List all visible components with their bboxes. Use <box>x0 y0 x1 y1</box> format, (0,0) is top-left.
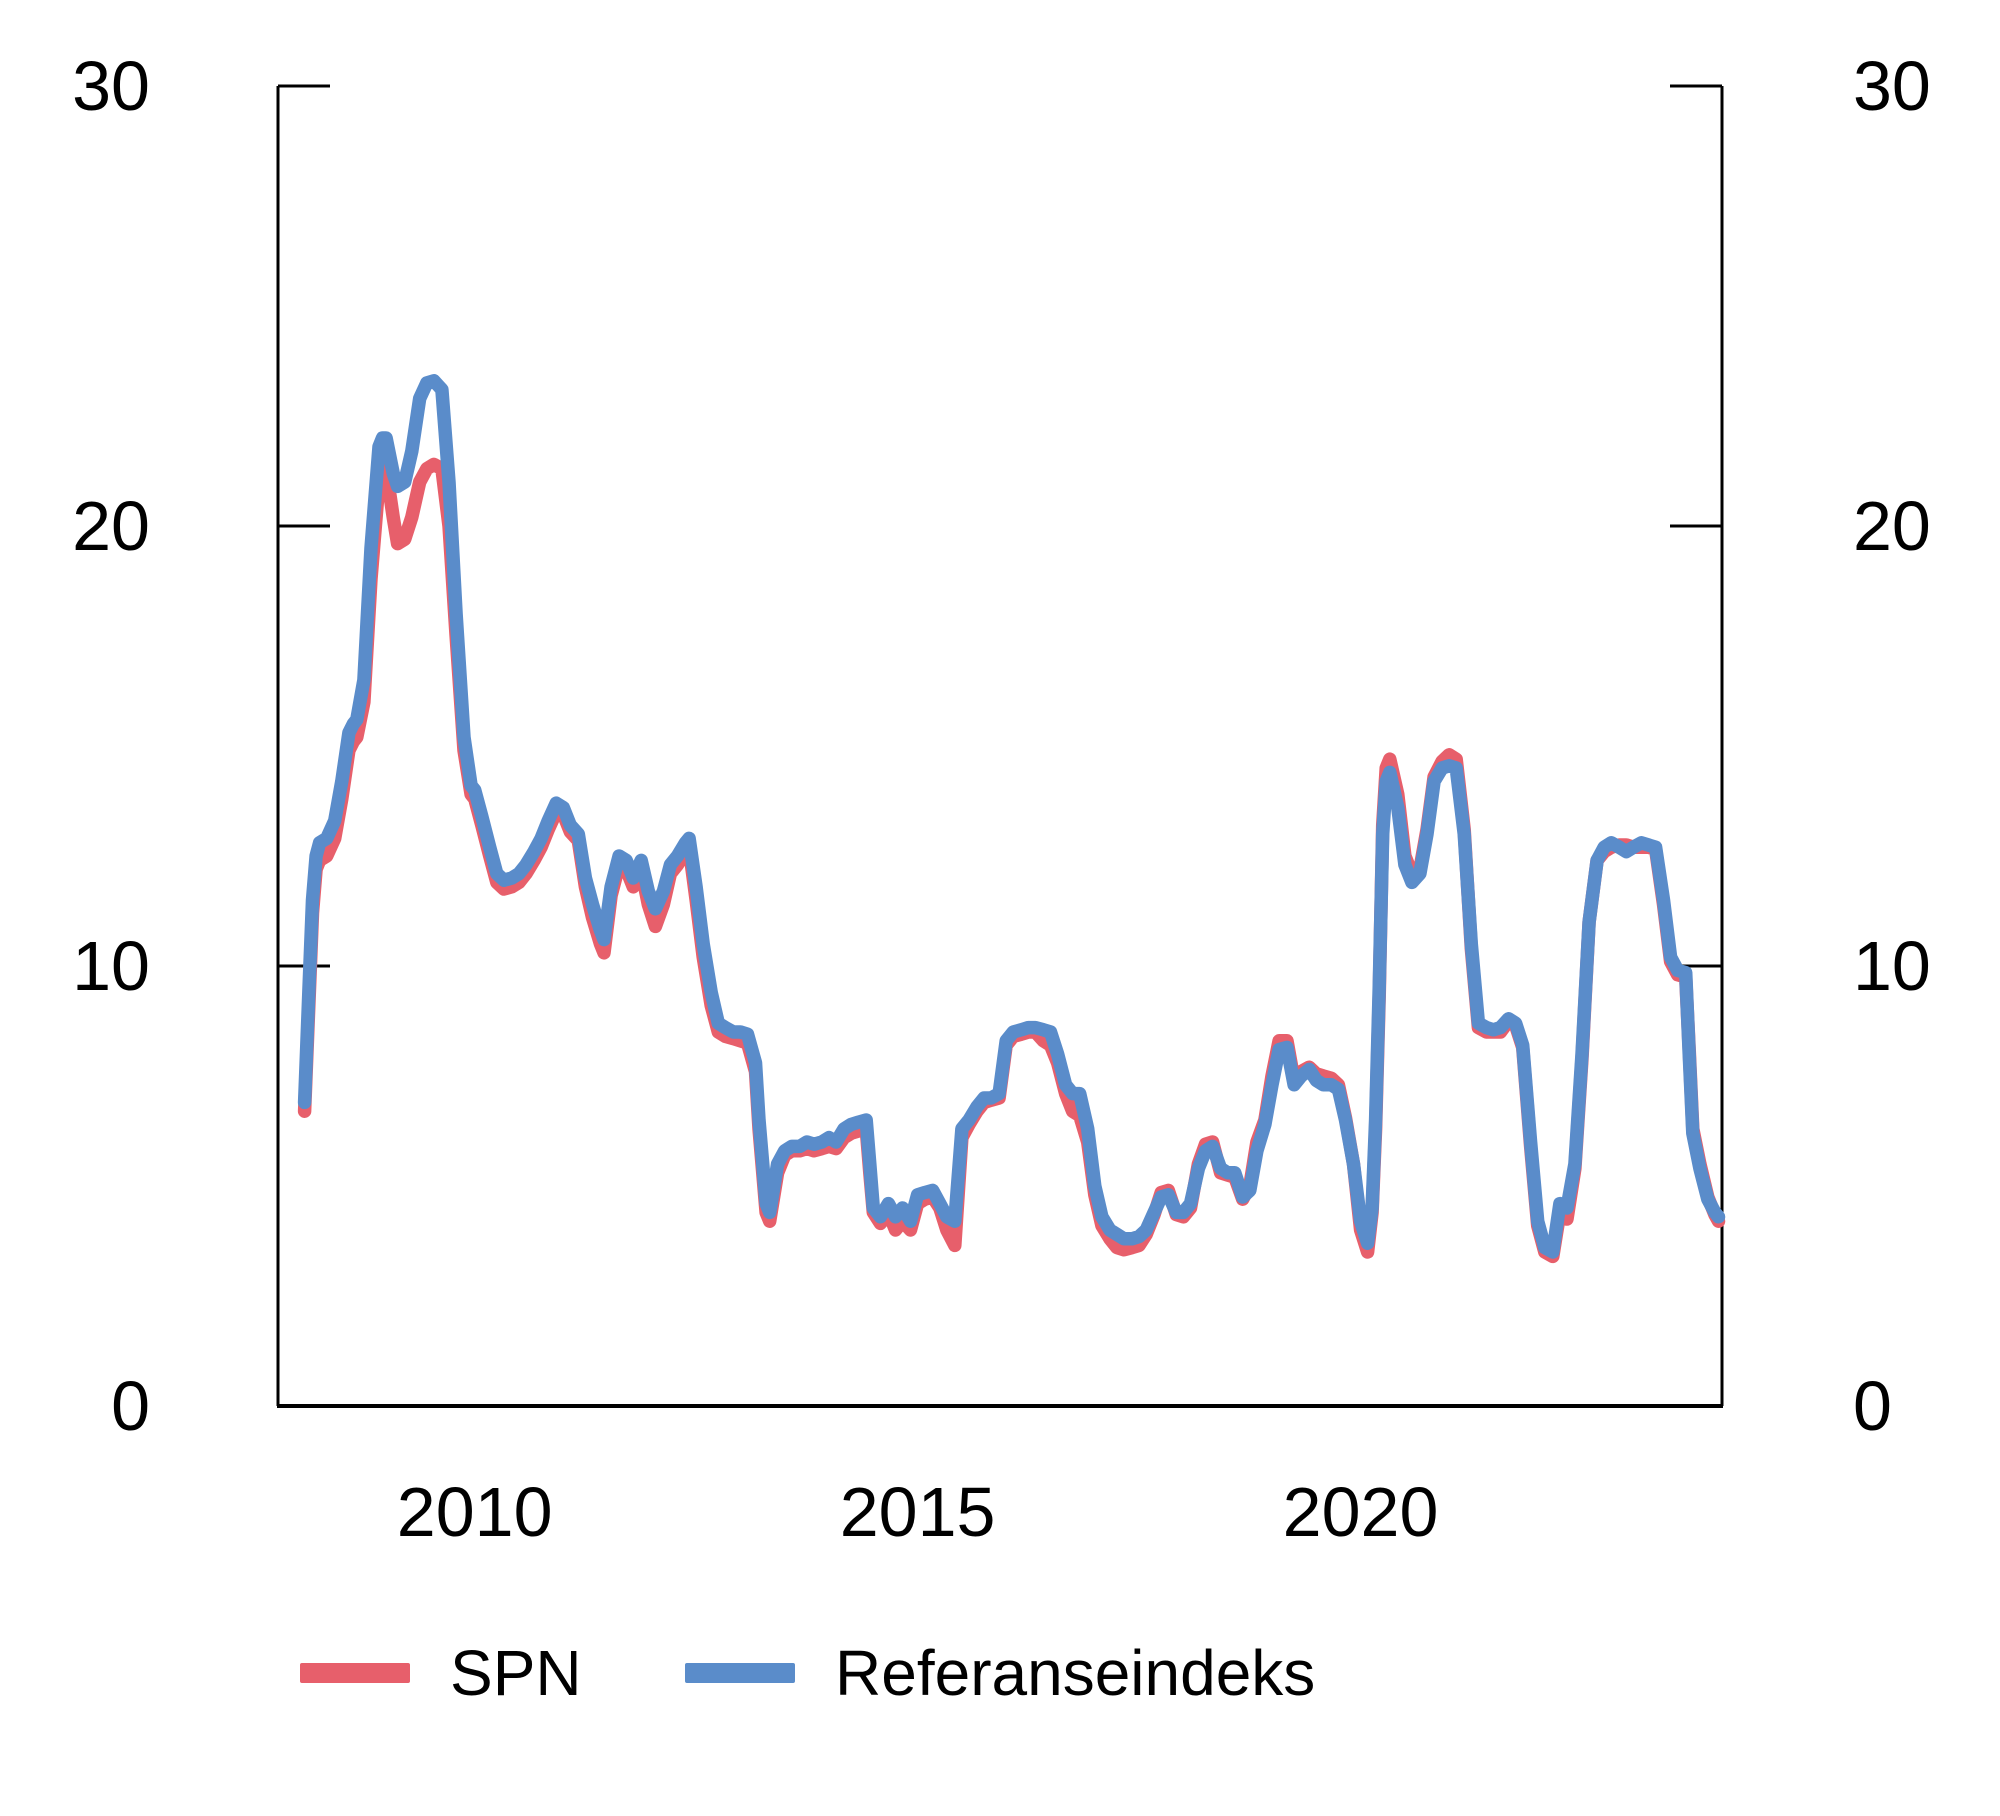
y-tick-label-right: 20 <box>1853 487 1931 565</box>
x-tick-label: 2020 <box>1282 1473 1439 1551</box>
referanseindeks-line <box>297 374 1726 1259</box>
spn-line <box>297 457 1726 1264</box>
y-tick-label-right: 30 <box>1853 47 1931 125</box>
axes <box>276 84 1724 1408</box>
legend-item-referanseindeks: Referanseindeks <box>685 1633 1315 1713</box>
y-tick-label-left: 0 <box>111 1367 150 1445</box>
x-tick-label: 2010 <box>396 1473 553 1551</box>
legend-label-spn: SPN <box>450 1637 582 1709</box>
legend-item-spn: SPN <box>300 1633 582 1713</box>
y-tick-label-right: 10 <box>1853 927 1931 1005</box>
chart-legend: SPN Referanseindeks <box>0 1633 2000 1713</box>
data-series-lines <box>297 374 1726 1264</box>
x-tick-label: 2015 <box>839 1473 996 1551</box>
y-tick-label-left: 20 <box>72 487 150 565</box>
y-tick-label-right: 0 <box>1853 1367 1892 1445</box>
referanseindeks-line-swatch <box>685 1663 795 1683</box>
y-tick-label-left: 10 <box>72 927 150 1005</box>
legend-label-referanseindeks: Referanseindeks <box>835 1637 1316 1709</box>
spn-line-swatch <box>300 1663 410 1683</box>
y-tick-label-left: 30 <box>72 47 150 125</box>
